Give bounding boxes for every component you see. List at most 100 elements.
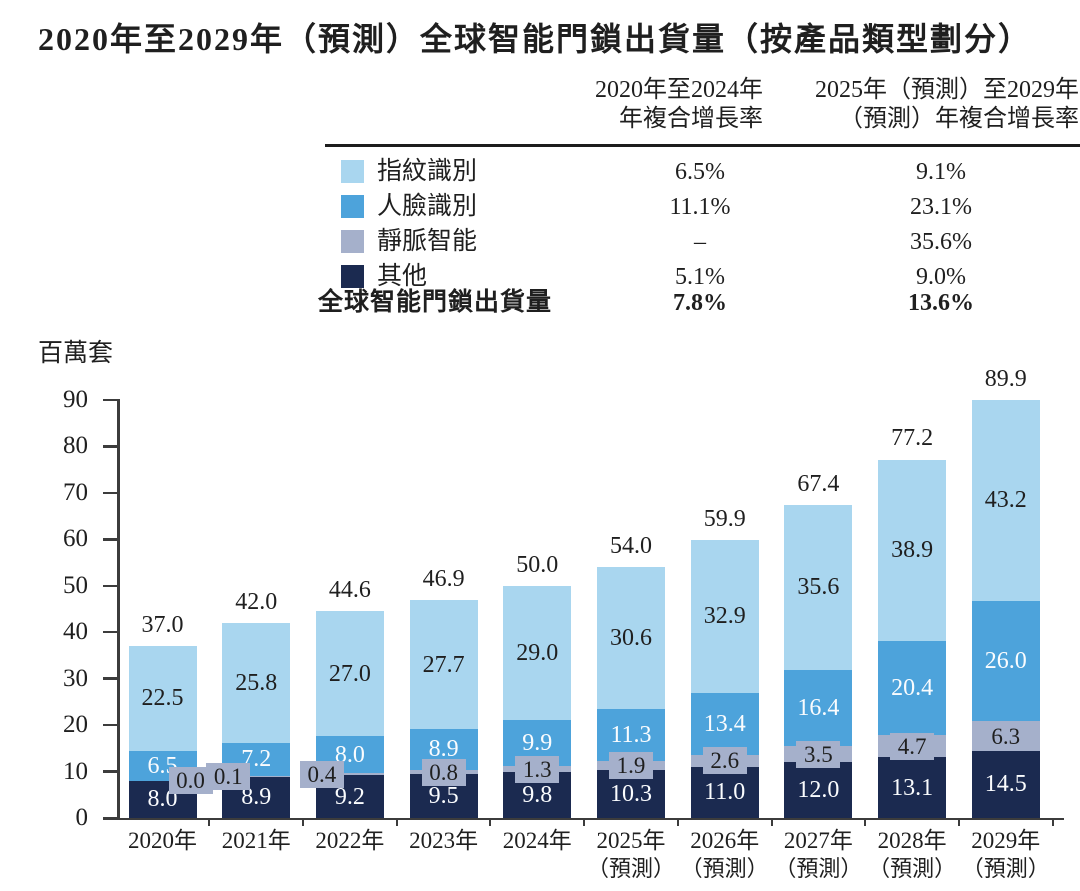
total-cagr-period1: 7.8% — [673, 290, 727, 316]
vein-value-label: 1.3 — [515, 755, 560, 783]
y-tick-label: 10 — [63, 757, 88, 785]
cagr-header-period1: 2020年至2024年 年複合增長率 — [443, 76, 763, 134]
segment-value-label-fingerprint: 32.9 — [703, 603, 746, 630]
bar-segment-fingerprint — [690, 539, 759, 693]
segment-value-label-fingerprint: 25.8 — [235, 669, 278, 696]
bar-segment-fingerprint — [597, 566, 665, 709]
segment-value-label-face: 11.3 — [610, 722, 652, 749]
bar-segment-other — [784, 762, 853, 818]
vein-value-label: 0.1 — [206, 762, 251, 790]
segment-value-label-other: 11.0 — [704, 779, 746, 806]
y-tick-label: 30 — [63, 664, 88, 692]
y-tick-label: 70 — [63, 478, 88, 506]
y-tick — [103, 816, 119, 820]
table-rule — [325, 144, 1080, 147]
x-tick-sublabel: （預測） — [961, 856, 1050, 881]
bar-total-label: 46.9 — [422, 566, 465, 593]
y-tick — [103, 398, 119, 402]
bar-segment-fingerprint — [503, 585, 572, 721]
segment-value-label-face: 26.0 — [984, 648, 1027, 675]
y-tick-label: 90 — [63, 386, 88, 413]
legend-label: 其他 — [377, 263, 428, 290]
bar-total-label: 50.0 — [516, 551, 559, 578]
x-tick — [583, 819, 586, 826]
total-row: 全球智能門鎖出貨量 7.8% 13.6% — [0, 286, 1080, 320]
bar-total-label: 59.9 — [703, 505, 746, 532]
cagr-value-period2: 9.0% — [916, 264, 966, 290]
x-tick-label: 2025年 — [596, 828, 666, 853]
bar-total-label: 54.0 — [610, 533, 652, 560]
vein-value-label: 0.0 — [168, 767, 213, 795]
total-row-label: 全球智能門鎖出貨量 — [318, 289, 553, 316]
segment-value-label-fingerprint: 27.7 — [422, 651, 465, 678]
legend-swatch-fingerprint — [341, 160, 364, 183]
bar-total-label: 89.9 — [984, 366, 1027, 393]
x-tick-label: 2026年 — [690, 828, 760, 853]
x-tick-label: 2021年 — [221, 828, 291, 853]
bar-segment-face — [690, 692, 759, 755]
y-tick — [103, 584, 119, 588]
bar-segment-fingerprint — [315, 610, 384, 737]
segment-value-label-face: 13.4 — [703, 710, 746, 737]
y-tick-label: 0 — [75, 804, 89, 831]
x-tick — [676, 819, 679, 826]
legend-label: 指紋識別 — [377, 158, 478, 185]
x-tick-sublabel: （預測） — [868, 856, 957, 881]
y-tick — [103, 723, 119, 727]
legend-label: 靜脈智能 — [377, 228, 478, 255]
y-tick-label: 50 — [63, 571, 88, 599]
segment-value-label-fingerprint: 30.6 — [610, 624, 652, 651]
y-tick — [103, 538, 119, 541]
x-tick-label: 2022年 — [315, 828, 385, 853]
segment-value-label-fingerprint: 43.2 — [984, 487, 1027, 514]
bar-segment-fingerprint — [128, 646, 197, 751]
segment-value-label-other: 9.2 — [334, 783, 365, 810]
cagr-value-period1: 6.5% — [675, 159, 725, 185]
segment-value-label-fingerprint: 29.0 — [516, 640, 559, 667]
bar-total-label: 67.4 — [797, 470, 840, 497]
segment-value-label-fingerprint: 27.0 — [328, 660, 371, 687]
y-axis-line — [117, 399, 120, 820]
x-tick — [1051, 819, 1054, 826]
bar-segment-fingerprint — [222, 622, 291, 743]
legend-row: 其他 5.1% 9.0% — [0, 260, 1080, 294]
bar-segment-other — [878, 757, 947, 818]
cagr-header-period2: 2025年（預測）至2029年 （預測）年複合增長率 — [739, 76, 1079, 134]
segment-value-label-face: 9.9 — [522, 730, 553, 757]
x-tick-label: 2027年 — [783, 828, 853, 853]
bar-segment-fingerprint — [784, 504, 853, 670]
bar-total-label: 42.0 — [235, 588, 278, 615]
cagr-value-period2: 35.6% — [910, 229, 972, 255]
legend-swatch-other — [341, 265, 364, 288]
segment-value-label-other: 9.5 — [428, 782, 459, 809]
x-axis-line — [103, 817, 1064, 820]
x-tick-label: 2024年 — [502, 828, 572, 853]
bar-segment-face — [971, 600, 1040, 722]
y-tick — [103, 445, 119, 448]
segment-value-label-other: 10.3 — [610, 781, 652, 808]
bar-total-label: 77.2 — [891, 425, 934, 452]
segment-value-label-fingerprint: 38.9 — [891, 537, 934, 564]
cagr-value-period2: 23.1% — [910, 194, 972, 220]
y-tick — [103, 630, 119, 634]
y-axis-unit-label: 百萬套 — [38, 340, 114, 367]
bar-segment-fingerprint — [971, 400, 1040, 601]
legend-row: 指紋識別 6.5% 9.1% — [0, 155, 1080, 189]
x-tick-sublabel: （預測） — [586, 856, 675, 881]
x-tick-sublabel: （預測） — [680, 856, 769, 881]
bar-segment-fingerprint — [409, 600, 478, 729]
segment-value-label-fingerprint: 22.5 — [141, 685, 184, 712]
cagr-header-period2-line1: 2025年（預測）至2029年 — [815, 77, 1079, 103]
cagr-header-period1-line1: 2020年至2024年 — [595, 77, 763, 103]
x-tick — [489, 819, 492, 826]
vein-value-label: 0.4 — [299, 760, 344, 788]
y-tick — [103, 491, 119, 495]
vein-value-label: 3.5 — [796, 740, 841, 768]
x-tick-label: 2023年 — [409, 828, 479, 853]
bar-segment-other — [971, 750, 1040, 818]
y-tick — [103, 677, 119, 680]
x-tick-sublabel: （預測） — [774, 856, 863, 881]
bar-segment-fingerprint — [878, 459, 947, 641]
